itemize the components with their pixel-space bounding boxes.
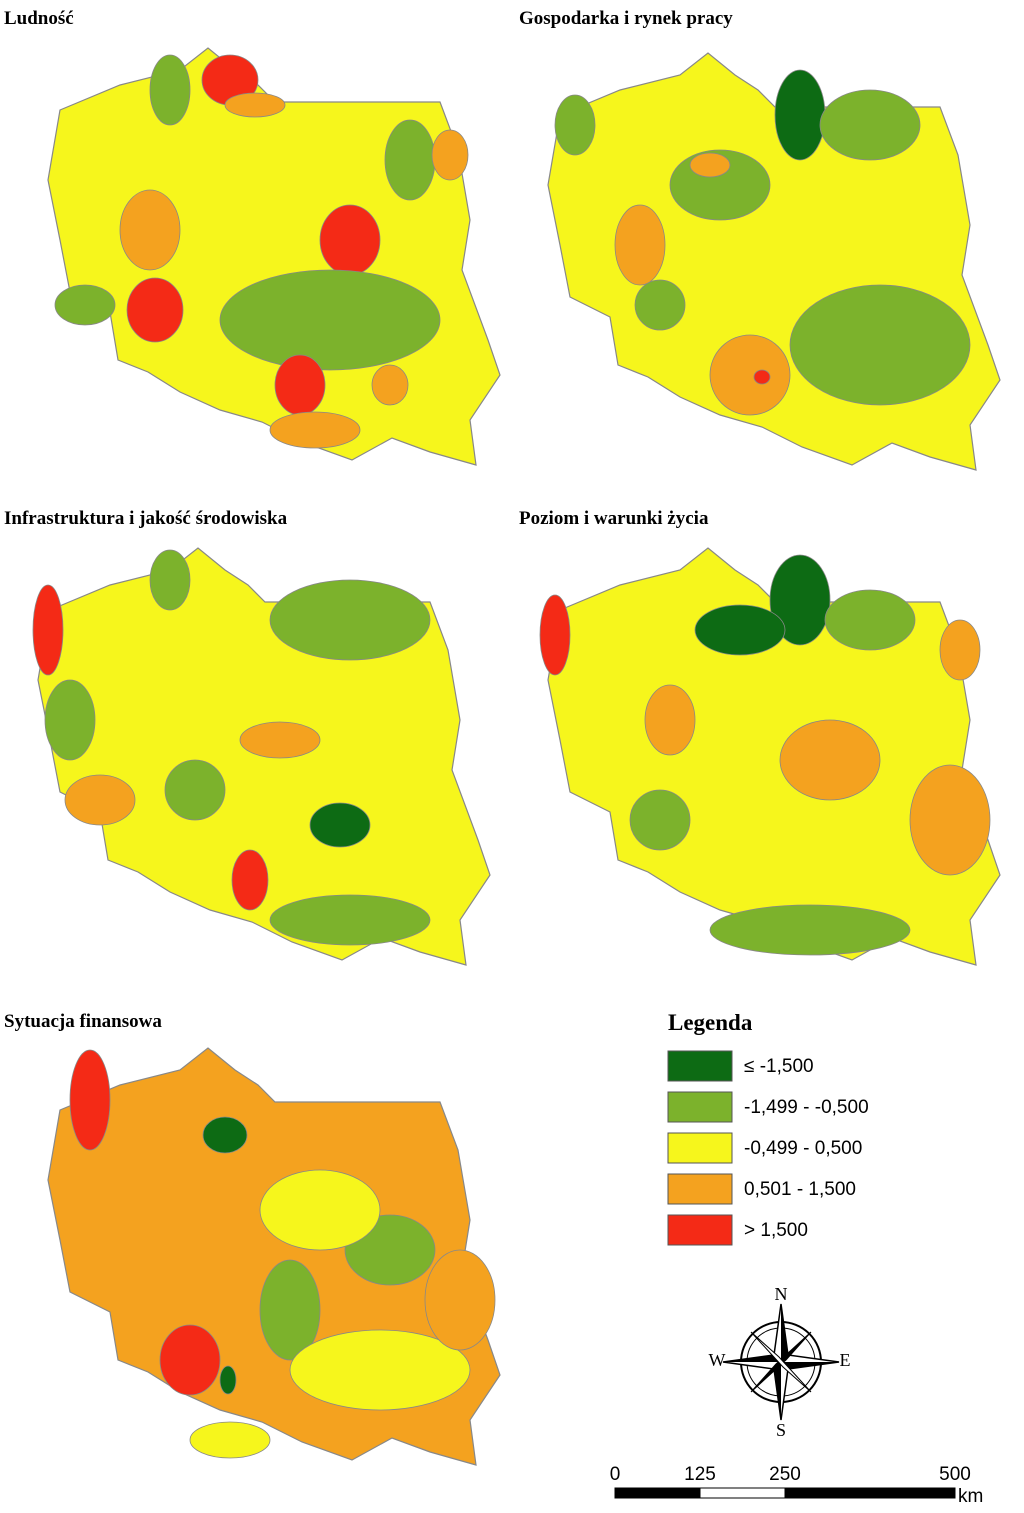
scale-segment xyxy=(614,1487,701,1499)
scale-label: 500 xyxy=(939,1464,971,1485)
map-panel xyxy=(47,47,501,466)
region xyxy=(824,589,916,651)
region xyxy=(239,721,321,759)
region xyxy=(259,1259,321,1361)
legend-swatch xyxy=(667,1091,733,1123)
region xyxy=(149,549,191,611)
region xyxy=(164,759,226,821)
region xyxy=(644,684,696,756)
region xyxy=(753,369,771,385)
scale-unit: km xyxy=(958,1486,983,1507)
region xyxy=(32,584,64,676)
panel-title: Sytuacja finansowa xyxy=(4,1011,162,1032)
region xyxy=(189,1421,271,1459)
region xyxy=(774,69,826,161)
legend-title: Legenda xyxy=(668,1010,753,1035)
region xyxy=(554,94,596,156)
region xyxy=(126,277,184,343)
region xyxy=(224,92,286,118)
region xyxy=(269,894,431,946)
legend-swatch xyxy=(667,1132,733,1164)
region xyxy=(694,604,786,656)
region xyxy=(769,554,831,646)
region xyxy=(269,579,431,661)
region xyxy=(689,152,731,178)
region xyxy=(319,204,381,276)
region xyxy=(819,89,921,161)
map-panel xyxy=(32,547,491,966)
legend-swatch xyxy=(667,1050,733,1082)
region xyxy=(69,1049,111,1151)
legend-swatch xyxy=(667,1214,733,1246)
legend-label: -0,499 - 0,500 xyxy=(744,1138,862,1159)
region xyxy=(231,849,269,911)
region xyxy=(939,619,981,681)
region xyxy=(779,719,881,801)
region xyxy=(259,1169,381,1251)
legend-label: -1,499 - -0,500 xyxy=(744,1097,869,1118)
compass-label: S xyxy=(776,1420,786,1440)
compass-label: N xyxy=(775,1284,788,1304)
region xyxy=(64,774,136,826)
region xyxy=(202,1116,248,1154)
legend-swatch xyxy=(667,1173,733,1205)
scale-label: 125 xyxy=(684,1464,716,1485)
map-panel xyxy=(539,547,1001,966)
region xyxy=(539,594,571,676)
region xyxy=(54,284,116,326)
region xyxy=(289,1329,471,1411)
panel-title: Gospodarka i rynek pracy xyxy=(519,8,733,29)
panel-title: Poziom i warunki życia xyxy=(519,508,709,529)
region xyxy=(149,54,191,126)
region xyxy=(709,334,791,416)
region xyxy=(789,284,971,406)
scale-bar: 0 125 250 500 xyxy=(610,1464,971,1499)
legend-label: > 1,500 xyxy=(744,1220,808,1241)
region xyxy=(309,802,371,848)
region xyxy=(119,189,181,271)
map-panel xyxy=(47,1047,501,1466)
compass-label: E xyxy=(840,1350,851,1370)
legend: ≤ -1,500 -1,499 - -0,500 -0,499 - 0,500 0,5… xyxy=(667,1050,869,1246)
panel-title: Ludność xyxy=(4,8,74,29)
region xyxy=(274,354,326,416)
region xyxy=(909,764,991,876)
region xyxy=(709,904,911,956)
map-panel xyxy=(547,52,1001,471)
scale-label: 250 xyxy=(769,1464,801,1485)
region xyxy=(424,1249,496,1351)
region xyxy=(614,204,666,286)
region xyxy=(634,279,686,331)
region xyxy=(219,269,441,371)
region xyxy=(219,1365,237,1395)
scale-label: 0 xyxy=(610,1464,621,1485)
region xyxy=(431,129,469,181)
region xyxy=(371,364,409,406)
region xyxy=(159,1324,221,1396)
scale-segment xyxy=(784,1487,956,1499)
region xyxy=(269,411,361,449)
legend-label: ≤ -1,500 xyxy=(744,1056,814,1077)
region xyxy=(44,679,96,761)
region xyxy=(384,119,436,201)
compass-label: W xyxy=(709,1350,726,1370)
legend-label: 0,501 - 1,500 xyxy=(744,1179,856,1200)
scale-segment xyxy=(699,1487,786,1499)
panel-title: Infrastruktura i jakość środowiska xyxy=(4,508,288,529)
region xyxy=(629,789,691,851)
compass: N S W E xyxy=(709,1284,851,1440)
